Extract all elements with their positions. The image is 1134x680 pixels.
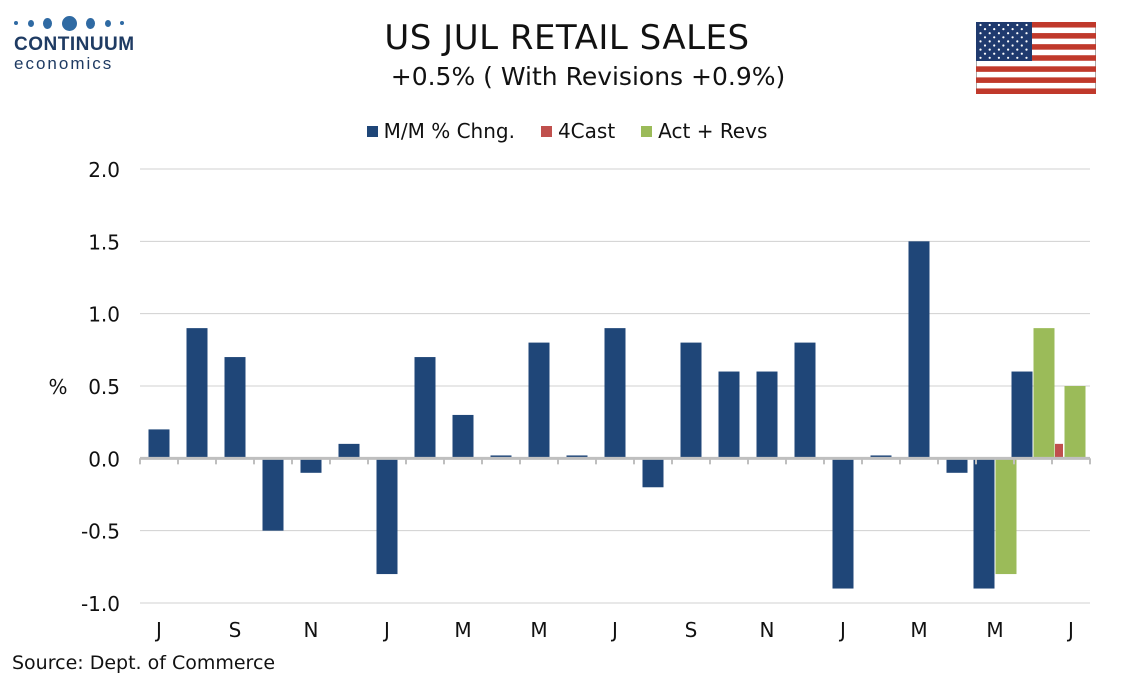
bar-act-revs [1033, 328, 1055, 459]
bar-mm [946, 458, 968, 473]
x-tick-label: M [454, 618, 471, 642]
y-axis-label: % [48, 375, 67, 399]
legend-swatch-mm [366, 125, 378, 137]
logo-dots-icon [14, 14, 124, 32]
legend-item-4cast: 4Cast [540, 119, 616, 143]
bar-mm [186, 328, 208, 459]
x-tick-label: N [304, 618, 319, 642]
continuum-logo: CONTINUUM economics [14, 14, 134, 76]
x-tick-label: M [986, 618, 1003, 642]
x-tick-label: M [910, 618, 927, 642]
bar-act-revs [995, 458, 1017, 575]
us-flag-icon [976, 22, 1096, 94]
y-tick-label: 1.5 [88, 230, 120, 254]
legend-item-mm: M/M % Chng. [366, 119, 515, 143]
x-tick-label: J [838, 618, 846, 642]
source-note: Source: Dept. of Commerce [12, 652, 276, 674]
bar-mm [224, 357, 246, 459]
legend-swatch-4cast [540, 125, 552, 137]
y-tick-label: 0.0 [88, 447, 120, 471]
bar-mm [718, 371, 740, 459]
bar-4cast [1055, 443, 1063, 459]
legend-item-revs: Act + Revs [641, 119, 767, 143]
bar-mm [1011, 371, 1033, 459]
bar-mm [452, 414, 474, 459]
bar-mm [414, 357, 436, 459]
legend-swatch-revs [641, 125, 653, 137]
bar-mm [642, 458, 664, 488]
bar-mm [338, 443, 360, 459]
chart-title: US JUL RETAIL SALES [384, 18, 750, 58]
chart-subtitle: +0.5% ( With Revisions +0.9%) [390, 62, 786, 91]
legend-label-revs: Act + Revs [658, 119, 768, 143]
legend: M/M % Chng. 4Cast Act + Revs [0, 119, 1134, 143]
y-tick-label: 1.0 [88, 303, 120, 327]
x-tick-label: J [610, 618, 618, 642]
bar-mm [262, 458, 284, 531]
bar-mm [376, 458, 398, 575]
legend-label-mm: M/M % Chng. [383, 119, 515, 143]
logo-word: CONTINUUM [14, 34, 135, 55]
bar-mm [528, 342, 550, 459]
x-tick-label: J [154, 618, 162, 642]
y-tick-label: 2.0 [88, 158, 120, 182]
y-tick-label: 0.5 [88, 375, 120, 399]
x-tick-label: J [382, 618, 390, 642]
y-tick-label: -0.5 [81, 520, 120, 544]
x-tick-label: J [1066, 618, 1074, 642]
bar-mm [794, 342, 816, 459]
x-tick-label: N [760, 618, 775, 642]
bar-mm [756, 371, 778, 459]
bar-mm [680, 342, 702, 459]
bar-mm [148, 429, 170, 459]
x-tick-label: S [685, 618, 698, 642]
x-tick-label: S [229, 618, 242, 642]
bar-mm [300, 458, 322, 473]
bar-mm [604, 328, 626, 459]
logo-sub: economics [14, 54, 114, 73]
bar-mm [973, 458, 995, 589]
bar-mm [908, 241, 930, 459]
legend-label-4cast: 4Cast [557, 119, 616, 143]
bar-mm [832, 458, 854, 589]
x-tick-label: M [530, 618, 547, 642]
y-tick-label: -1.0 [81, 592, 120, 616]
bar-act-revs [1064, 386, 1086, 459]
